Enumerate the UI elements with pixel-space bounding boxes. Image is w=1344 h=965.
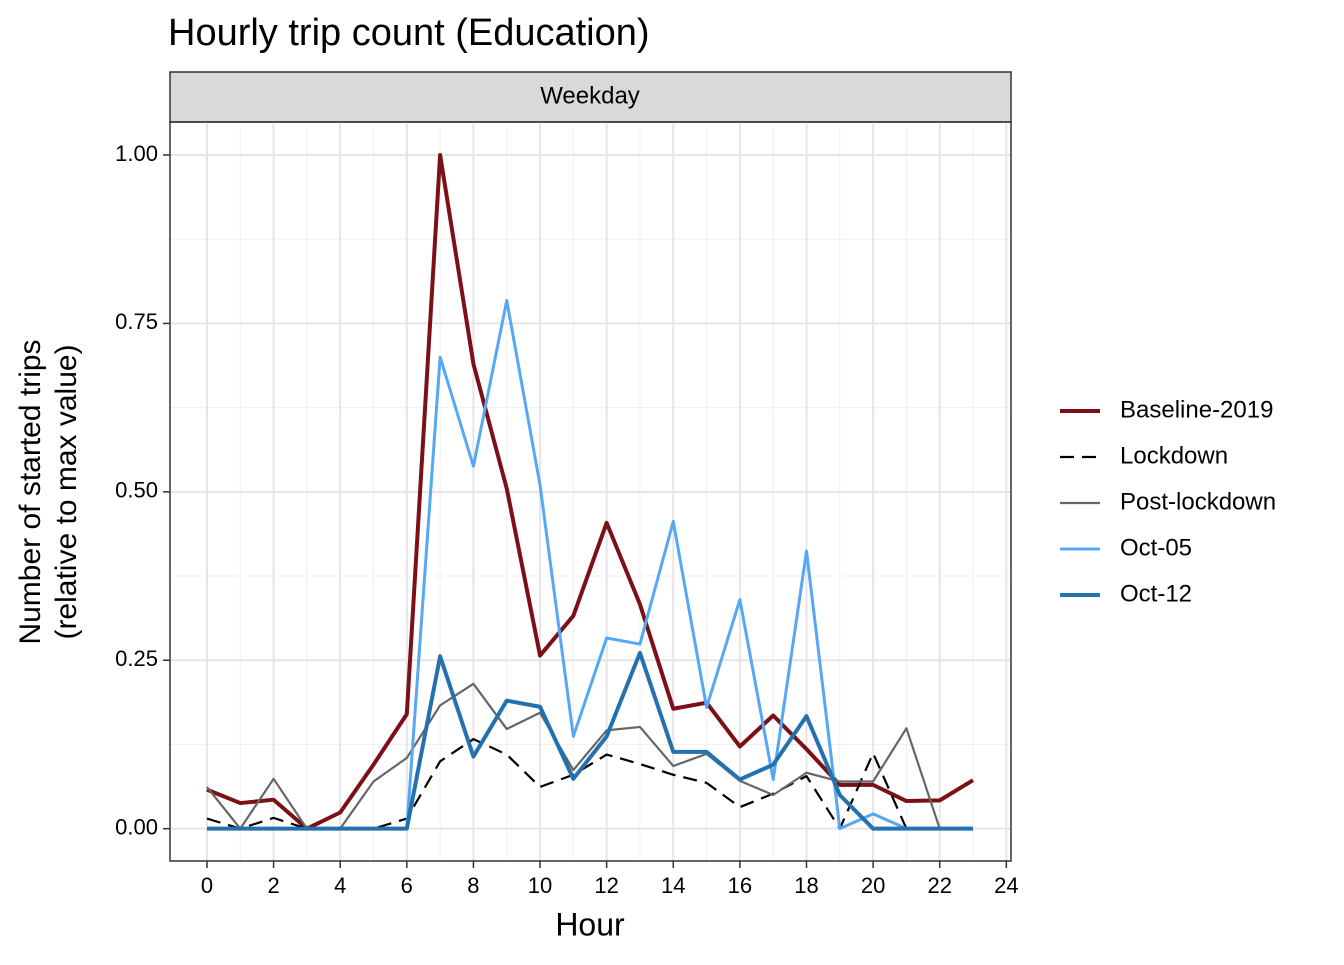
legend-label: Oct-05 xyxy=(1120,534,1192,561)
x-tick-label: 2 xyxy=(267,873,279,898)
legend-label: Oct-12 xyxy=(1120,580,1192,607)
y-tick-label: 0.75 xyxy=(115,309,158,334)
x-tick-label: 22 xyxy=(927,873,951,898)
x-tick-label: 12 xyxy=(594,873,618,898)
y-tick-label: 0.25 xyxy=(115,646,158,671)
x-tick-label: 4 xyxy=(334,873,346,898)
y-tick-label: 0.50 xyxy=(115,478,158,503)
panel-border xyxy=(169,121,1012,862)
chart-title: Hourly trip count (Education) xyxy=(168,12,650,54)
x-tick-label: 20 xyxy=(861,873,885,898)
series-line xyxy=(206,153,975,831)
y-axis-title: (relative to max value) xyxy=(50,344,83,639)
legend-label: Baseline-2019 xyxy=(1120,396,1273,423)
x-tick-label: 24 xyxy=(994,873,1018,898)
x-tick-label: 8 xyxy=(467,873,479,898)
x-tick-label: 14 xyxy=(661,873,685,898)
y-axis-title: Number of started trips xyxy=(14,339,47,644)
y-tick-label: 1.00 xyxy=(115,141,158,166)
y-tick-label: 0.00 xyxy=(115,814,158,839)
facet-strip xyxy=(169,71,1012,123)
x-axis-title: Hour xyxy=(555,906,625,942)
x-tick-label: 18 xyxy=(794,873,818,898)
x-tick-label: 16 xyxy=(728,873,752,898)
legend-label: Lockdown xyxy=(1120,442,1228,469)
facet-label: Weekday xyxy=(540,82,640,109)
legend-label: Post-lockdown xyxy=(1120,488,1276,515)
series-line xyxy=(206,650,974,831)
x-tick-label: 10 xyxy=(528,873,552,898)
x-tick-label: 0 xyxy=(201,873,213,898)
x-tick-label: 6 xyxy=(401,873,413,898)
